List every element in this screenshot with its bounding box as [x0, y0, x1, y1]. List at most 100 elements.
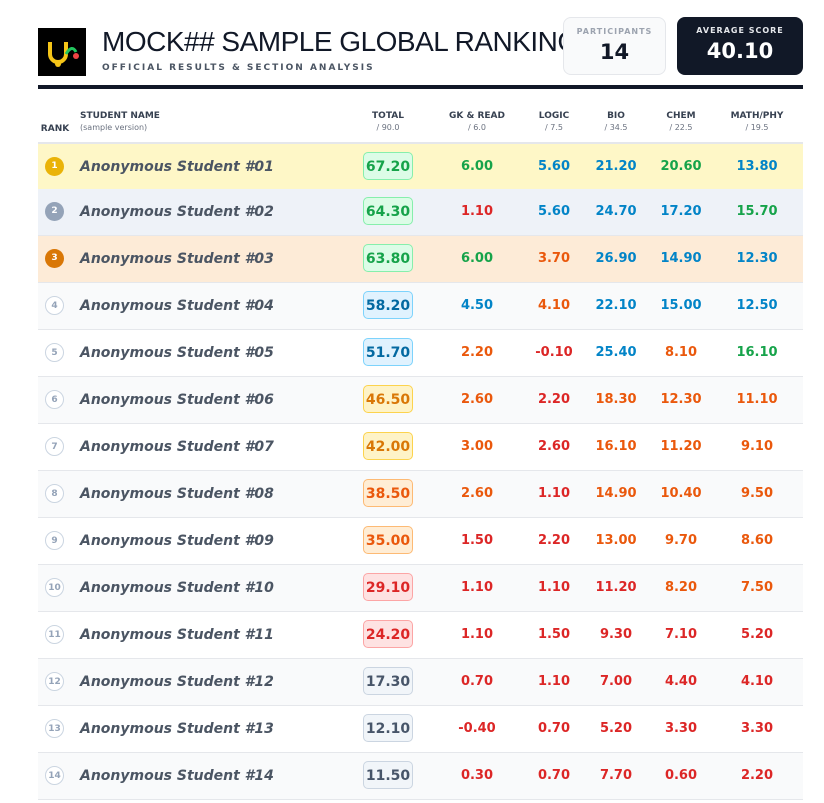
section-score: 11.20: [595, 580, 637, 595]
table-row: 14 Anonymous Student #14 11.50 0.30 0.70 7.70…: [38, 753, 803, 800]
total-score: 42.00: [363, 432, 413, 460]
student-name: Anonymous Student #08: [80, 486, 274, 502]
column-header: STUDENT NAME (sample version): [80, 111, 160, 132]
column-label: TOTAL: [372, 111, 404, 121]
section-score: 3.00: [460, 439, 494, 454]
rank-badge: 1: [45, 157, 64, 176]
section-score: 7.10: [664, 627, 698, 642]
student-name: Anonymous Student #04: [80, 298, 274, 314]
section-score: 2.20: [537, 392, 571, 407]
section-score: 1.50: [537, 627, 571, 642]
section-score: 17.20: [660, 204, 702, 219]
column-sub: / 19.5: [745, 123, 769, 132]
column-header: LOGIC / 7.5: [514, 111, 594, 132]
rank-badge: 8: [45, 484, 64, 503]
section-score: 11.20: [660, 439, 702, 454]
section-score: 16.10: [595, 439, 637, 454]
section-score: 24.70: [595, 204, 637, 219]
section-score: 2.20: [740, 768, 774, 783]
section-score: 4.10: [537, 298, 571, 313]
section-score: 1.10: [460, 580, 494, 595]
rank-badge: 3: [45, 249, 64, 268]
student-name: Anonymous Student #05: [80, 345, 274, 361]
table-row: 12 Anonymous Student #12 17.30 0.70 1.10 7.00…: [38, 659, 803, 706]
student-name: Anonymous Student #06: [80, 392, 274, 408]
section-score: 1.10: [460, 627, 494, 642]
section-score: 13.80: [736, 159, 778, 174]
section-score: 2.20: [460, 345, 494, 360]
total-score: 35.00: [363, 526, 413, 554]
student-name: Anonymous Student #07: [80, 439, 274, 455]
section-score: 6.00: [460, 159, 494, 174]
rank-badge: 6: [45, 390, 64, 409]
section-score: 1.10: [460, 204, 494, 219]
section-score: 8.10: [664, 345, 698, 360]
rank-badge: 7: [45, 437, 64, 456]
section-score: 11.10: [736, 392, 778, 407]
table-row: 13 Anonymous Student #13 12.10 -0.40 0.70 5.2…: [38, 706, 803, 753]
student-name: Anonymous Student #01: [80, 159, 274, 175]
column-label: CHEM: [666, 111, 696, 121]
section-score: 0.70: [537, 768, 571, 783]
total-score: 17.30: [363, 667, 413, 695]
student-name: Anonymous Student #09: [80, 533, 274, 549]
column-sub: / 34.5: [604, 123, 628, 132]
total-score: 29.10: [363, 573, 413, 601]
section-score: 16.10: [736, 345, 778, 360]
section-score: 4.40: [664, 674, 698, 689]
column-sub: / 6.0: [468, 123, 486, 132]
section-score: 18.30: [595, 392, 637, 407]
section-score: 9.70: [664, 533, 698, 548]
section-score: 8.60: [740, 533, 774, 548]
student-name: Anonymous Student #14: [80, 768, 274, 784]
table-row: 6 Anonymous Student #06 46.50 2.60 2.20 18.30…: [38, 377, 803, 424]
rank-badge: 10: [45, 578, 64, 597]
participants-label: PARTICIPANTS: [576, 27, 653, 36]
section-score: 25.40: [595, 345, 637, 360]
section-score: 5.20: [740, 627, 774, 642]
total-score: 38.50: [363, 479, 413, 507]
section-score: -0.40: [458, 721, 496, 736]
total-score: 11.50: [363, 761, 413, 789]
rank-badge: 9: [45, 531, 64, 550]
section-score: 26.90: [595, 251, 637, 266]
total-score: 58.20: [363, 291, 413, 319]
section-score: 20.60: [660, 159, 702, 174]
student-name: Anonymous Student #12: [80, 674, 274, 690]
table-row: 4 Anonymous Student #04 58.20 4.50 4.10 22.10…: [38, 283, 803, 330]
table-row: 5 Anonymous Student #05 51.70 2.20 -0.10 25.4…: [38, 330, 803, 377]
section-score: 13.00: [595, 533, 637, 548]
column-header: TOTAL / 90.0: [348, 111, 428, 132]
section-score: 0.70: [460, 674, 494, 689]
average-value: 40.10: [706, 39, 774, 63]
section-score: 1.10: [537, 674, 571, 689]
participants-card: PARTICIPANTS 14: [563, 17, 666, 75]
column-label: RANK: [40, 124, 70, 134]
section-score: 3.70: [537, 251, 571, 266]
total-score: 51.70: [363, 338, 413, 366]
section-score: 7.70: [599, 768, 633, 783]
section-score: 1.50: [460, 533, 494, 548]
average-card: AVERAGE SCORE 40.10: [677, 17, 803, 75]
column-sub: (sample version): [80, 123, 148, 132]
student-name: Anonymous Student #13: [80, 721, 274, 737]
column-label: MATH/PHY: [730, 111, 784, 121]
average-label: AVERAGE SCORE: [696, 26, 784, 35]
student-name: Anonymous Student #11: [80, 627, 274, 643]
column-header: CHEM / 22.5: [641, 111, 721, 132]
column-label: STUDENT NAME: [80, 111, 160, 121]
total-score: 67.20: [363, 152, 413, 180]
student-name: Anonymous Student #02: [80, 204, 274, 220]
section-score: 15.00: [660, 298, 702, 313]
section-score: 7.50: [740, 580, 774, 595]
section-score: 6.00: [460, 251, 494, 266]
rank-badge: 12: [45, 672, 64, 691]
rank-badge: 4: [45, 296, 64, 315]
rank-badge: 13: [45, 719, 64, 738]
section-score: 3.30: [664, 721, 698, 736]
section-score: 0.70: [537, 721, 571, 736]
column-label: GK & READ: [449, 111, 505, 121]
section-score: -0.10: [535, 345, 573, 360]
section-score: 9.30: [599, 627, 633, 642]
subtitle: OFFICIAL RESULTS & SECTION ANALYSIS: [102, 63, 375, 73]
